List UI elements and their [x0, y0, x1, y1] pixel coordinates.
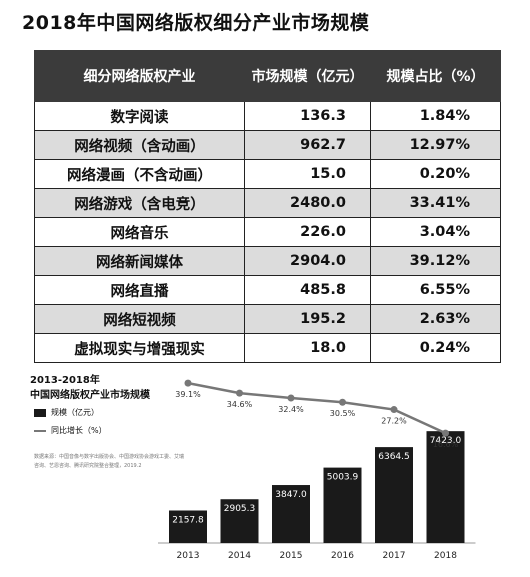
growth-label-2013: 39.1% — [175, 390, 201, 399]
growth-point-2014 — [236, 389, 243, 397]
industry-name: 网络短视频 — [34, 304, 245, 334]
bar-2016 — [323, 467, 362, 543]
growth-label-2018: 16.6% — [433, 440, 459, 449]
market-size-value: 962.7 — [244, 130, 371, 160]
market-size-value: 485.8 — [244, 275, 371, 305]
legend-bar-swatch — [34, 408, 46, 417]
table-header-row: 细分网络版权产业 市场规模（亿元） 规模占比（%） — [34, 50, 501, 102]
bar-2018 — [426, 431, 465, 543]
table-row: 网络游戏（含电竞） 2480.0 33.41% — [34, 188, 501, 218]
bar-label-2016: 5003.9 — [327, 473, 359, 483]
bar-2017 — [375, 447, 413, 543]
data-source-note: 数据来源：中国音像与数字出版协会、中国游戏协会游戏工委、艾瑞咨询、艺恩咨询、腾讯… — [34, 454, 185, 469]
industry-name: 虚拟现实与增强现实 — [34, 333, 245, 363]
market-size-value: 226.0 — [244, 217, 371, 247]
bar-label-2017: 6364.5 — [378, 452, 410, 462]
growth-label-2015: 32.4% — [278, 405, 304, 414]
chart-subtitle: 2013-2018年 — [30, 375, 100, 386]
x-tick-label-2018: 2018 — [434, 551, 457, 561]
industry-name: 数字阅读 — [34, 101, 245, 131]
bar-label-2018: 7423.0 — [430, 436, 462, 446]
x-tick-label-2017: 2017 — [383, 551, 406, 561]
growth-point-2018 — [442, 429, 449, 437]
legend-line-label: 同比增长（%） — [51, 426, 107, 435]
industry-name: 网络新闻媒体 — [34, 246, 245, 276]
growth-label-2014: 34.6% — [227, 400, 253, 409]
x-tick-label-2014: 2014 — [228, 551, 251, 561]
growth-point-2016 — [339, 398, 346, 406]
bar-2015 — [272, 485, 310, 543]
market-size-value: 195.2 — [244, 304, 371, 334]
growth-point-2013 — [184, 379, 192, 387]
header-market-size: 市场规模（亿元） — [244, 50, 371, 102]
chart-title: 中国网络版权产业市场规模 — [30, 390, 150, 401]
legend-line-swatch — [34, 429, 46, 432]
x-tick-label-2013: 2013 — [177, 551, 200, 561]
growth-label-2016: 30.5% — [330, 409, 356, 418]
bar-2013 — [169, 510, 207, 543]
header-share: 规模占比（%） — [370, 50, 501, 102]
x-tick-label-2015: 2015 — [280, 551, 303, 561]
bar-label-2015: 3847.0 — [275, 490, 307, 500]
share-value: 0.24% — [370, 333, 501, 363]
bar-label-2013: 2157.8 — [172, 515, 204, 525]
growth-point-2015 — [287, 394, 295, 402]
market-size-value: 136.3 — [244, 101, 371, 131]
growth-line — [187, 381, 447, 435]
legend-bars: 规模（亿元） — [34, 407, 99, 418]
page-title: 2018年中国网络版权细分产业市场规模 — [22, 12, 370, 34]
share-value: 39.12% — [370, 246, 501, 276]
growth-point-2017 — [390, 406, 398, 414]
share-value: 12.97% — [370, 130, 501, 160]
table-row: 虚拟现实与增强现实 18.0 0.24% — [34, 333, 501, 363]
share-value: 33.41% — [370, 188, 501, 218]
market-size-value: 15.0 — [244, 159, 371, 189]
growth-label-2017: 27.2% — [381, 417, 407, 426]
legend-bars-label: 规模（亿元） — [51, 408, 99, 417]
share-value: 2.63% — [370, 304, 501, 334]
table-row: 网络新闻媒体 2904.0 39.12% — [34, 246, 501, 276]
market-size-table: 细分网络版权产业 市场规模（亿元） 规模占比（%） 数字阅读 136.3 1.8… — [34, 50, 501, 363]
share-value: 1.84% — [370, 101, 501, 131]
x-tick-label-2016: 2016 — [331, 551, 354, 561]
table-row: 网络短视频 195.2 2.63% — [34, 304, 501, 334]
table-row: 数字阅读 136.3 1.84% — [34, 101, 501, 131]
bar-label-2014: 2905.3 — [224, 504, 256, 514]
bar-2014 — [220, 499, 259, 543]
industry-name: 网络游戏（含电竞） — [34, 188, 245, 218]
market-size-value: 2904.0 — [244, 246, 371, 276]
legend-line: 同比增长（%） — [34, 425, 107, 436]
market-size-value: 18.0 — [244, 333, 371, 363]
